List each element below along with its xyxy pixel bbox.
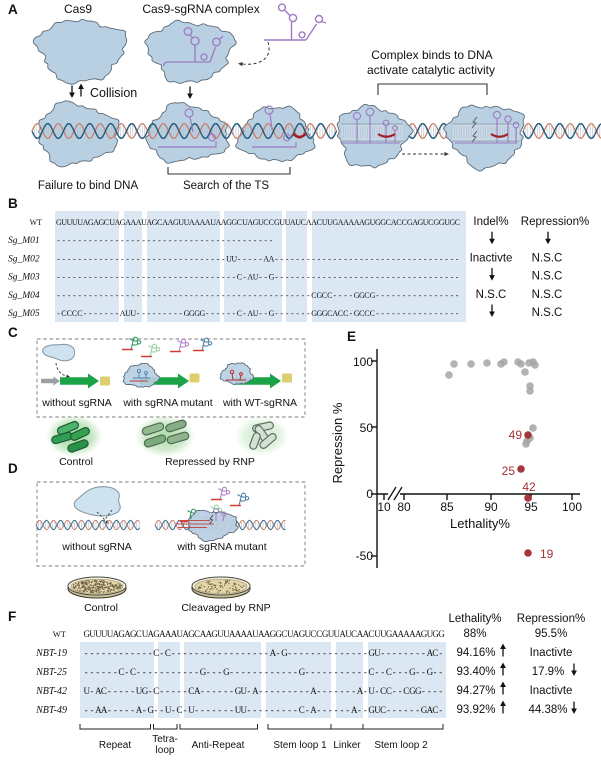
svg-text:NBT-42: NBT-42 xyxy=(35,686,67,697)
svg-text:NBT-19: NBT-19 xyxy=(35,648,67,659)
svg-text:93.40%: 93.40% xyxy=(456,666,495,678)
svg-text:C: C xyxy=(8,325,18,340)
svg-text:with WT-sgRNA: with WT-sgRNA xyxy=(222,397,297,409)
svg-text:Collision: Collision xyxy=(90,86,137,100)
svg-text:Sg_M02: Sg_M02 xyxy=(8,254,40,264)
svg-text:------------------------------: ----------------------------------------… xyxy=(57,236,273,245)
svg-text:loop: loop xyxy=(156,745,175,756)
svg-text:------------------------------: ----------------------------------C-AU--… xyxy=(57,273,459,282)
svg-text:17.9%: 17.9% xyxy=(532,666,565,678)
svg-text:Tetra-: Tetra- xyxy=(152,734,178,745)
svg-text:94.16%: 94.16% xyxy=(456,647,495,659)
svg-text:GUUUUAGAGCUAGAAAUAGCAAGUUAAAAU: GUUUUAGAGCUAGAAAUAGCAAGUUAAAAUAAGGCUAGUC… xyxy=(56,218,460,227)
svg-text:WT: WT xyxy=(53,629,67,639)
svg-text:95.5%: 95.5% xyxy=(535,628,568,640)
svg-text:42: 42 xyxy=(522,480,536,494)
svg-text:Failure to bind DNA: Failure to bind DNA xyxy=(38,180,139,192)
svg-text:Inactivte: Inactivte xyxy=(470,252,513,264)
svg-text:25: 25 xyxy=(502,464,516,478)
svg-text:Repression%: Repression% xyxy=(521,216,589,228)
svg-text:Indel%: Indel% xyxy=(473,216,508,228)
svg-text:49: 49 xyxy=(509,428,523,442)
svg-text:50: 50 xyxy=(360,421,374,435)
svg-text:Complex binds to DNA: Complex binds to DNA xyxy=(371,48,492,62)
svg-text:85: 85 xyxy=(440,500,454,514)
svg-text:without sgRNA: without sgRNA xyxy=(61,541,131,553)
svg-text:with sgRNA mutant: with sgRNA mutant xyxy=(122,397,212,409)
svg-text:GUUUUAGAGCUAGAAAUAGCAAGUUAAAAU: GUUUUAGAGCUAGAAAUAGCAAGUUAAAAUAAGGCUAGUC… xyxy=(84,629,446,639)
svg-text:N.S.C: N.S.C xyxy=(532,289,563,301)
svg-text:Lethality%: Lethality% xyxy=(448,613,501,625)
svg-text:N.S.C: N.S.C xyxy=(532,307,563,319)
svg-text:Sg_M04: Sg_M04 xyxy=(8,291,40,301)
svg-text:NBT-49: NBT-49 xyxy=(35,705,67,716)
svg-text:Sg_M05: Sg_M05 xyxy=(8,309,40,319)
svg-text:Repression%: Repression% xyxy=(517,613,585,625)
svg-text:100: 100 xyxy=(562,500,582,514)
svg-text:10: 10 xyxy=(377,500,391,514)
svg-text:N.S.C: N.S.C xyxy=(532,271,563,283)
svg-text:D: D xyxy=(8,461,18,476)
svg-text:94.27%: 94.27% xyxy=(456,685,495,697)
svg-text:80: 80 xyxy=(397,500,411,514)
svg-text:Stem loop 1: Stem loop 1 xyxy=(273,740,327,751)
svg-text:88%: 88% xyxy=(463,628,486,640)
svg-text:N.S.C: N.S.C xyxy=(532,252,563,264)
svg-text:without sgRNA: without sgRNA xyxy=(41,397,111,409)
svg-text:Control: Control xyxy=(84,602,118,614)
svg-text:Lethality%: Lethality% xyxy=(450,516,510,531)
svg-text:B: B xyxy=(8,196,18,211)
svg-text:Sg_M03: Sg_M03 xyxy=(8,273,40,283)
svg-text:-CCCC-------AUU---------GGGG--: -CCCC-------AUU---------GGGG------C-AU--… xyxy=(57,309,459,318)
svg-text:N.S.C: N.S.C xyxy=(476,289,507,301)
svg-text:E: E xyxy=(347,329,356,344)
svg-text:NBT-25: NBT-25 xyxy=(35,667,67,678)
svg-text:93.92%: 93.92% xyxy=(456,704,495,716)
svg-text:Inactivte: Inactivte xyxy=(530,685,573,697)
svg-text:Anti-Repeat: Anti-Repeat xyxy=(192,740,245,751)
svg-text:Control: Control xyxy=(59,456,93,468)
svg-text:Repression %: Repression % xyxy=(330,402,345,483)
svg-text:Cleavaged by RNP: Cleavaged by RNP xyxy=(181,602,270,614)
svg-text:Repressed by RNP: Repressed by RNP xyxy=(165,456,255,468)
svg-text:90: 90 xyxy=(484,500,498,514)
svg-text:Linker: Linker xyxy=(333,740,361,751)
svg-text:Inactivte: Inactivte xyxy=(530,647,573,659)
svg-text:with sgRNA mutant: with sgRNA mutant xyxy=(176,541,266,553)
svg-text:Cas9-sgRNA complex: Cas9-sgRNA complex xyxy=(142,2,259,16)
svg-text:activate catalytic activity: activate catalytic activity xyxy=(367,63,495,77)
svg-text:F: F xyxy=(8,609,16,624)
svg-text:19: 19 xyxy=(540,547,554,561)
svg-text:Stem loop 2: Stem loop 2 xyxy=(374,740,428,751)
svg-text:44.38%: 44.38% xyxy=(528,704,567,716)
svg-text:100: 100 xyxy=(353,355,373,369)
svg-text:-50: -50 xyxy=(356,549,374,563)
svg-text:Cas9: Cas9 xyxy=(64,2,92,16)
svg-text:WT: WT xyxy=(30,218,43,227)
svg-text:0: 0 xyxy=(366,487,373,501)
svg-text:Repeat: Repeat xyxy=(99,740,131,751)
svg-text:A: A xyxy=(8,2,18,17)
svg-text:Search of the TS: Search of the TS xyxy=(183,180,269,192)
svg-text:95: 95 xyxy=(524,500,538,514)
svg-text:Sg_M01: Sg_M01 xyxy=(8,236,40,246)
